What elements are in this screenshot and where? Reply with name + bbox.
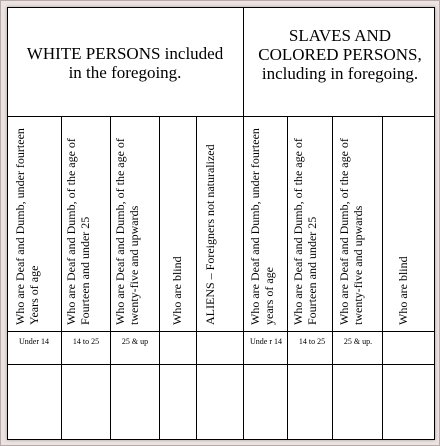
age-cell: Unde r 14 [250,337,282,346]
table-border-bottom [7,439,435,440]
table-border-left [7,7,8,440]
column-label: ALIENS – Foreigners not naturalized [203,144,217,325]
col-divider [61,116,62,440]
age-cell: 25 & up [121,337,149,346]
column-label: Who are Deaf and Dumb, of the age of twe… [337,138,365,325]
column-label: Who are blind [170,256,184,325]
col-divider [287,116,288,440]
column-label: Who are Deaf and Dumb, under fourteen ye… [248,128,276,325]
col-divider [110,116,111,440]
col-divider [159,116,160,440]
column-label: Who are Deaf and Dumb, of the age of twe… [113,138,141,325]
col-divider [382,116,383,440]
slaves-colored-heading: SLAVES AND COLORED PERSONS, including in… [258,26,422,83]
age-cell: 25 & up. [343,337,373,346]
col-divider [196,116,197,440]
column-label: Who are Deaf and Dumb, of the age of Fou… [291,138,319,325]
age-cell: 14 to 25 [72,337,100,346]
table-border-top [7,7,435,8]
label-divider [7,331,435,332]
white-persons-heading: WHITE PERSONS included in the foregoing. [26,44,224,82]
column-label: Who are Deaf and Dumb, under fourteen Ye… [13,128,41,325]
header-divider [7,116,435,117]
age-cell: 14 to 25 [298,337,326,346]
age-divider [7,364,435,365]
age-cell: Under 14 [19,337,49,346]
table-border-right [434,7,435,440]
census-table: WHITE PERSONS included in the foregoing.… [7,7,435,440]
group-divider [243,7,244,440]
column-label: Who are blind [396,256,410,325]
col-divider [332,116,333,440]
column-label: Who are Deaf and Dumb, of the age of Fou… [64,138,92,325]
